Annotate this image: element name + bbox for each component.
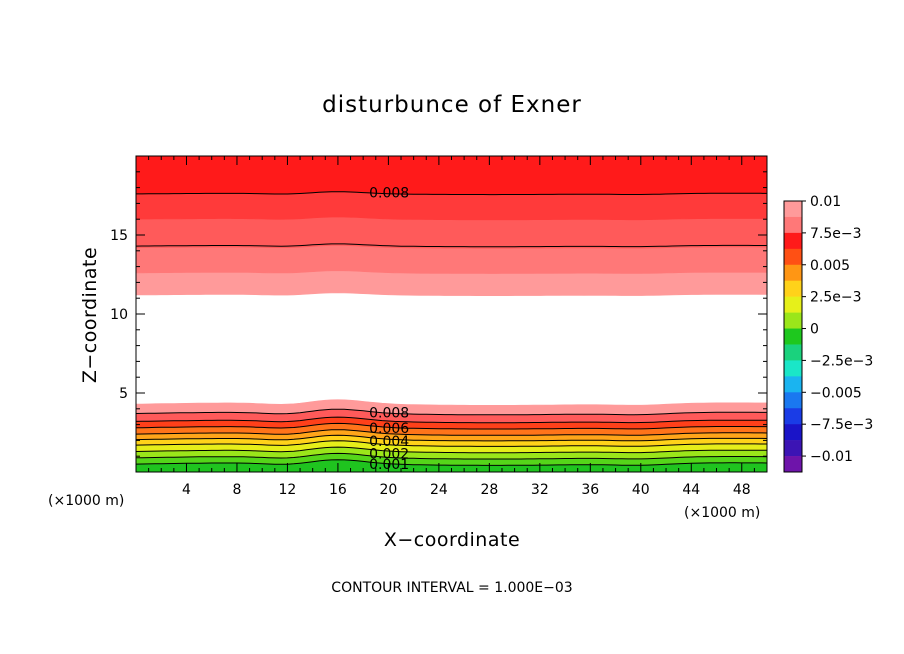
y-tick-label: 5	[119, 386, 128, 402]
colorbar-label: 0.01	[810, 194, 841, 210]
colorbar-label: −7.5e−3	[810, 417, 873, 433]
y-tick-label: 15	[110, 228, 128, 244]
colorbar-swatch	[784, 296, 802, 313]
colorbar-swatch	[784, 376, 802, 393]
x-tick-label: 44	[682, 482, 700, 498]
x-unit-label: (×1000 m)	[684, 505, 760, 521]
colorbar-swatch	[784, 201, 802, 218]
contour-band-12	[135, 216, 768, 249]
colorbar: 0.01 7.5e−3 0.005 2.5e−3 0 −2.5e−3 −0.005 −7.5e…	[783, 194, 873, 473]
contour-line-2	[135, 446, 767, 454]
contour-line-10	[136, 191, 768, 196]
colorbar-label: −0.005	[810, 385, 862, 401]
contour-line-0	[135, 459, 768, 466]
contour-label-5: 0.001	[369, 457, 409, 473]
contour-line-7	[135, 416, 767, 424]
colorbar-label: −2.5e−3	[810, 353, 873, 369]
contour-line-8	[135, 408, 767, 416]
contour-line-6	[135, 422, 767, 430]
contour-band-14	[135, 155, 768, 195]
colorbar-swatch	[784, 232, 802, 250]
colorbar-label: 0.005	[810, 258, 850, 274]
contour-line-3	[135, 440, 767, 447]
contour-band-13	[135, 191, 768, 221]
x-axis-label: X−coordinate	[384, 529, 520, 551]
contour-line-1	[135, 452, 768, 460]
colorbar-label: 2.5e−3	[810, 290, 862, 306]
colorbar-swatch	[784, 344, 802, 361]
contour-line-9	[135, 243, 767, 248]
colorbar-label: 0	[810, 322, 819, 338]
contour-label-0: 0.008	[369, 186, 409, 202]
x-tick-label: 40	[632, 482, 650, 498]
x-tick-label: 24	[430, 482, 448, 498]
colorbar-swatch	[784, 264, 802, 282]
chart-title: disturbunce of Exner	[322, 92, 582, 118]
x-tick-label: 12	[279, 482, 297, 498]
contour-label-1: 0.008	[369, 405, 409, 421]
colorbar-swatch	[784, 424, 802, 441]
contour-line-4	[135, 434, 768, 442]
colorbar-frame	[783, 200, 803, 473]
x-tick-label: 8	[232, 482, 241, 498]
x-tick-label: 16	[329, 482, 347, 498]
plot-area	[135, 155, 768, 473]
contour-line-5	[135, 429, 768, 436]
x-tick-label: 32	[531, 482, 549, 498]
contour-band-10	[135, 270, 768, 296]
x-tick-label: 4	[182, 482, 191, 498]
x-tick-label: 48	[733, 482, 751, 498]
colorbar-swatch	[784, 280, 802, 297]
colorbar-swatch	[784, 408, 802, 425]
colorbar-swatch	[784, 440, 802, 457]
contour-interval-note: CONTOUR INTERVAL = 1.000E−03	[331, 580, 572, 596]
colorbar-swatch	[784, 312, 802, 329]
colorbar-swatch	[784, 392, 802, 409]
colorbar-swatch	[784, 456, 802, 473]
colorbar-swatch	[784, 248, 802, 266]
contour-band-11	[135, 245, 768, 274]
y-axis-label: Z−coordinate	[79, 247, 101, 383]
contour-label-4: 0.002	[369, 446, 409, 462]
y-unit-label: (×1000 m)	[48, 493, 124, 509]
colorbar-swatch	[784, 328, 802, 345]
colorbar-swatch	[784, 360, 802, 377]
contour-label-2: 0.006	[369, 421, 409, 437]
colorbar-swatch	[784, 216, 802, 234]
y-tick-label: 10	[110, 307, 128, 323]
x-tick-label: 20	[379, 482, 397, 498]
colorbar-label: 7.5e−3	[810, 226, 862, 242]
x-tick-label: 36	[581, 482, 599, 498]
x-tick-label: 28	[480, 482, 498, 498]
contour-label-3: 0.004	[369, 434, 409, 450]
colorbar-label: −0.01	[810, 449, 853, 465]
